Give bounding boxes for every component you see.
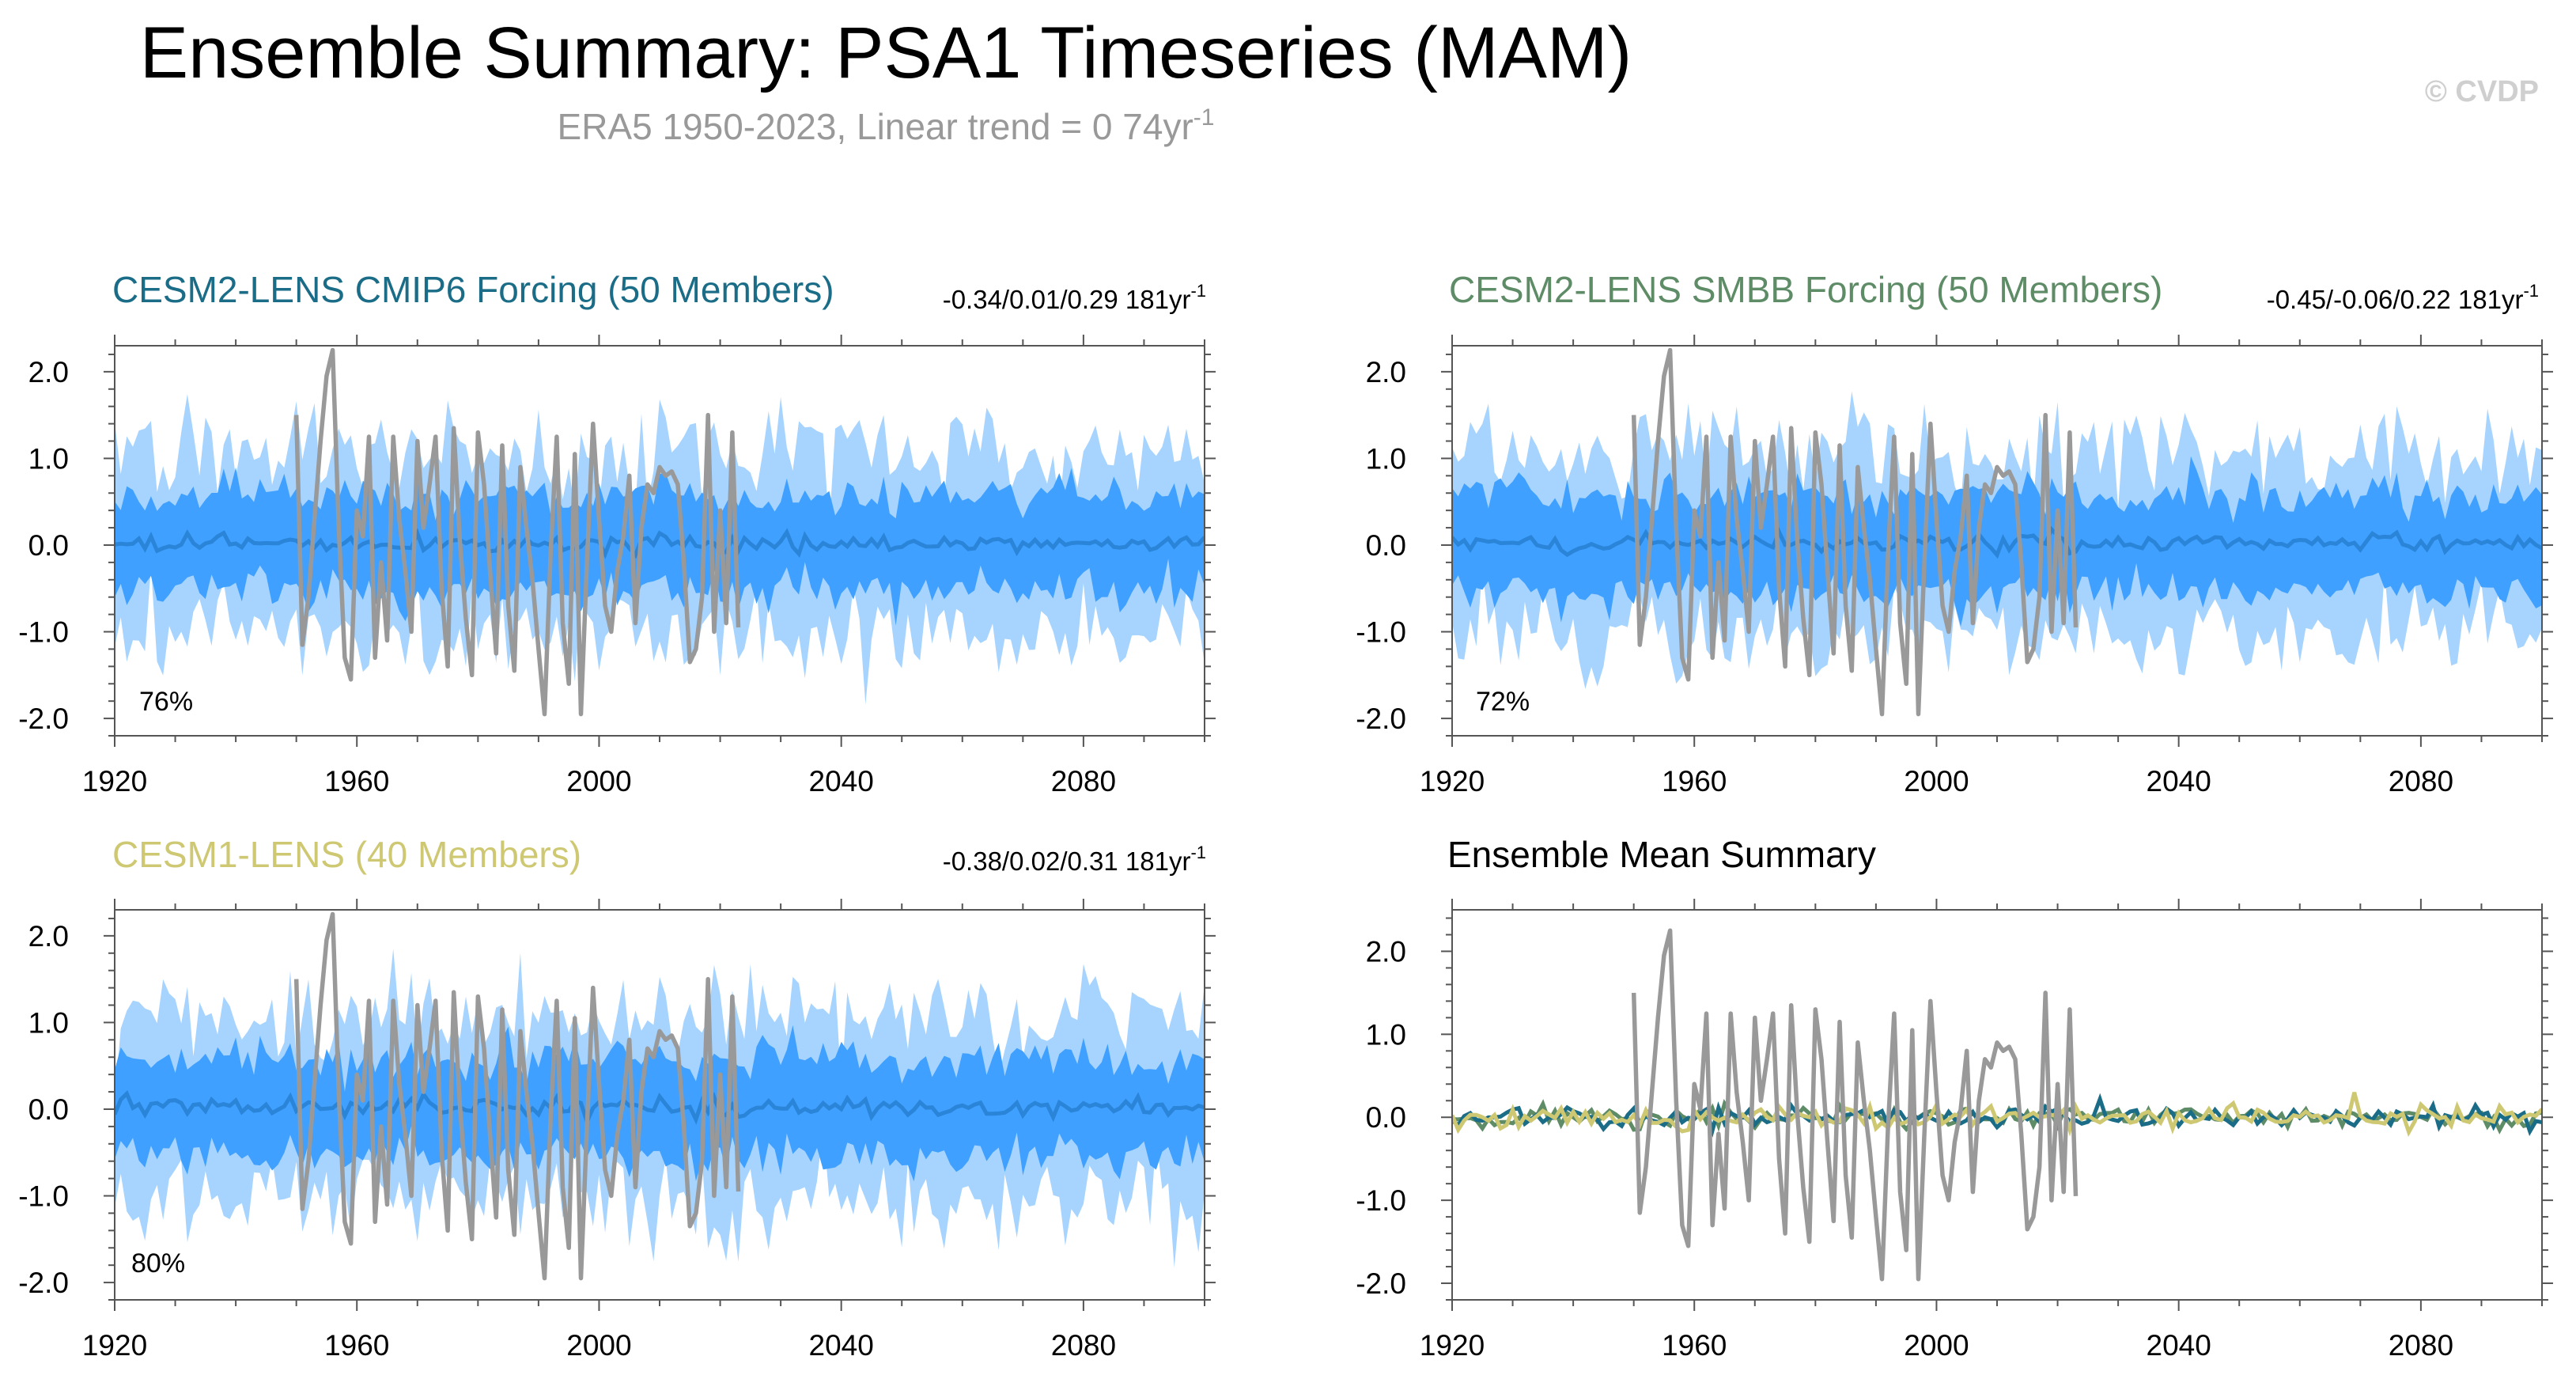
panel-title: Ensemble Mean Summary [1447,834,1876,875]
plot-frame [1451,909,2543,1301]
y-tick-label: -1.0 [1356,616,1406,649]
x-tick-label: 2000 [566,1329,631,1362]
y-tick-label: -1.0 [18,1180,69,1213]
plot-area [115,911,1205,1281]
observations-line [293,911,741,1281]
x-tick-label: 1960 [324,1329,389,1362]
plot-area [1452,928,2542,1282]
x-tick-label: 2080 [2389,765,2453,797]
y-tick-label: 2.0 [28,920,69,953]
panel-title: CESM2-LENS SMBB Forcing (50 Members) [1449,269,2162,310]
x-tick-label: 2000 [1904,1329,1969,1362]
observations-line [1631,928,2079,1282]
x-tick-label: 2040 [2147,1329,2211,1362]
percent-label: 76% [139,687,193,717]
x-tick-label: 2040 [809,765,874,797]
y-tick-label: 1.0 [28,442,69,475]
observations-line [293,347,741,717]
x-tick-label: 1920 [82,765,147,797]
percent-label: 80% [131,1248,185,1278]
y-tick-label: -2.0 [18,1267,69,1299]
y-tick-label: -2.0 [1356,703,1406,735]
panel-stats: -0.38/0.02/0.31 181yr-1 [943,843,1206,876]
percent-label: 72% [1476,687,1530,717]
x-tick-label: 2000 [566,765,631,797]
ensemble-mean-line [1452,525,2542,559]
panel-stats: -0.34/0.01/0.29 181yr-1 [943,281,1206,314]
plot-area [1452,347,2542,717]
figure-subtitle: ERA5 1950-2023, Linear trend = 0 74yr-1 [558,104,1215,147]
y-tick-label: -2.0 [18,703,69,735]
y-tick-label: 1.0 [1366,1018,1406,1051]
panel-cesm2-smbb: CESM2-LENS SMBB Forcing (50 Members) -0.… [1356,269,2553,797]
y-tick-label: 2.0 [1366,935,1406,968]
x-tick-label: 1960 [1662,1329,1727,1362]
x-tick-label: 2040 [2147,765,2211,797]
y-tick-label: 0.0 [1366,529,1406,562]
x-tick-label: 1920 [82,1329,147,1362]
ensemble-mean-line [115,1089,1205,1127]
y-tick-label: 0.0 [28,529,69,562]
panel-title: CESM1-LENS (40 Members) [112,834,581,875]
x-tick-label: 2080 [1051,765,1116,797]
x-tick-label: 2000 [1904,765,1969,797]
y-tick-label: 0.0 [1366,1101,1406,1134]
x-tick-label: 1920 [1420,765,1485,797]
y-tick-label: -1.0 [1356,1184,1406,1217]
x-tick-label: 1920 [1420,1329,1485,1362]
y-tick-label: 1.0 [28,1006,69,1039]
x-tick-label: 2080 [1051,1329,1116,1362]
y-tick-label: 0.0 [28,1093,69,1126]
figure-title: Ensemble Summary: PSA1 Timeseries (MAM) [140,13,1632,93]
ensemble-mean-line [115,528,1205,559]
cesm1-mean-line [1452,1092,2542,1137]
y-tick-label: 1.0 [1366,442,1406,475]
plot-area [115,347,1205,717]
panel-ensemble-mean-summary: Ensemble Mean Summary 2.0 1.0 0.0 -1.0 -2.0 1… [1356,834,2553,1362]
x-tick-label: 1960 [1662,765,1727,797]
panel-title: CESM2-LENS CMIP6 Forcing (50 Members) [112,269,834,310]
panel-cesm1: CESM1-LENS (40 Members) -0.38/0.02/0.31 … [18,834,1216,1362]
panel-cesm2-cmip6: CESM2-LENS CMIP6 Forcing (50 Members) -0… [18,269,1216,797]
x-tick-label: 1960 [324,765,389,797]
panel-stats: -0.45/-0.06/0.22 181yr-1 [2267,281,2539,314]
x-tick-label: 2080 [2389,1329,2453,1362]
y-tick-label: -2.0 [1356,1267,1406,1300]
y-tick-label: 2.0 [1366,356,1406,388]
observations-line [1631,347,2079,717]
watermark: © CVDP [2425,75,2539,108]
y-tick-label: 2.0 [28,356,69,388]
x-tick-label: 2040 [809,1329,874,1362]
y-tick-label: -1.0 [18,616,69,649]
